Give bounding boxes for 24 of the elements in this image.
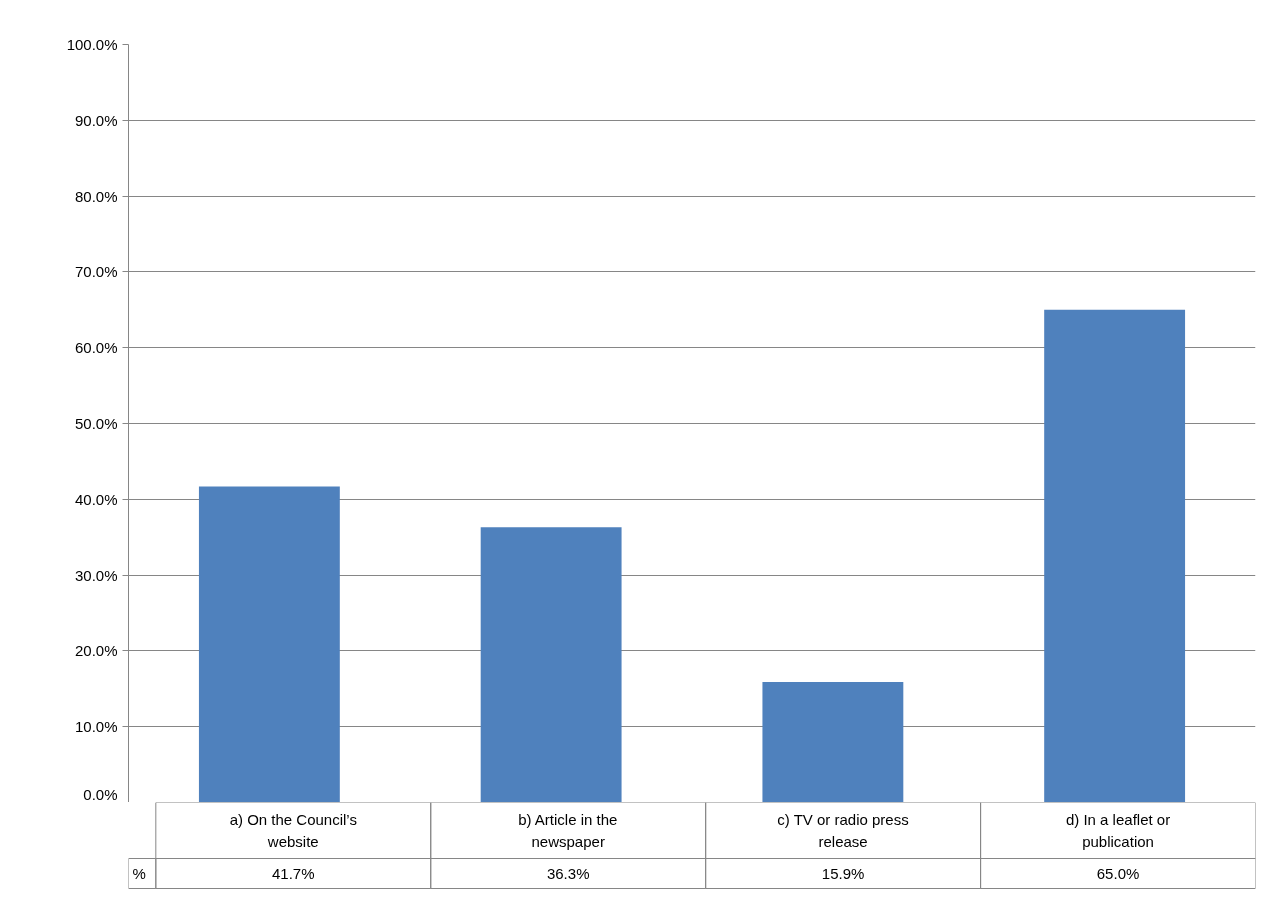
bar bbox=[480, 527, 622, 802]
x-tick-label: c) TV or radio press release bbox=[777, 811, 909, 850]
bar bbox=[1044, 309, 1186, 802]
bar bbox=[198, 486, 340, 802]
y-tick-label: 20.0% bbox=[74, 642, 118, 660]
x-tick-label: d) In a leaflet or publication bbox=[1065, 811, 1171, 850]
y-tick-label: 0.0% bbox=[83, 785, 118, 803]
y-tick-label: 100.0% bbox=[66, 36, 118, 53]
bar bbox=[762, 681, 904, 802]
y-tick-label: 30.0% bbox=[74, 566, 118, 584]
data-label: 15.9% bbox=[821, 865, 865, 882]
data-label: 36.3% bbox=[546, 865, 590, 882]
y-tick-label: 70.0% bbox=[74, 263, 118, 281]
y-tick-label: 10.0% bbox=[74, 718, 118, 736]
y-tick-label: 40.0% bbox=[74, 490, 118, 508]
data-label: 41.7% bbox=[272, 865, 315, 882]
y-tick-label: 80.0% bbox=[74, 187, 118, 205]
text: % bbox=[132, 865, 146, 882]
data-label: 65.0% bbox=[1096, 865, 1140, 882]
y-tick-label: 60.0% bbox=[74, 339, 118, 357]
x-tick-label: a) On the Council’s website bbox=[229, 811, 357, 850]
y-tick-label: 90.0% bbox=[74, 111, 118, 129]
x-tick-label: b) Article in the newspaper bbox=[518, 811, 618, 850]
y-tick-label: 50.0% bbox=[74, 415, 118, 432]
